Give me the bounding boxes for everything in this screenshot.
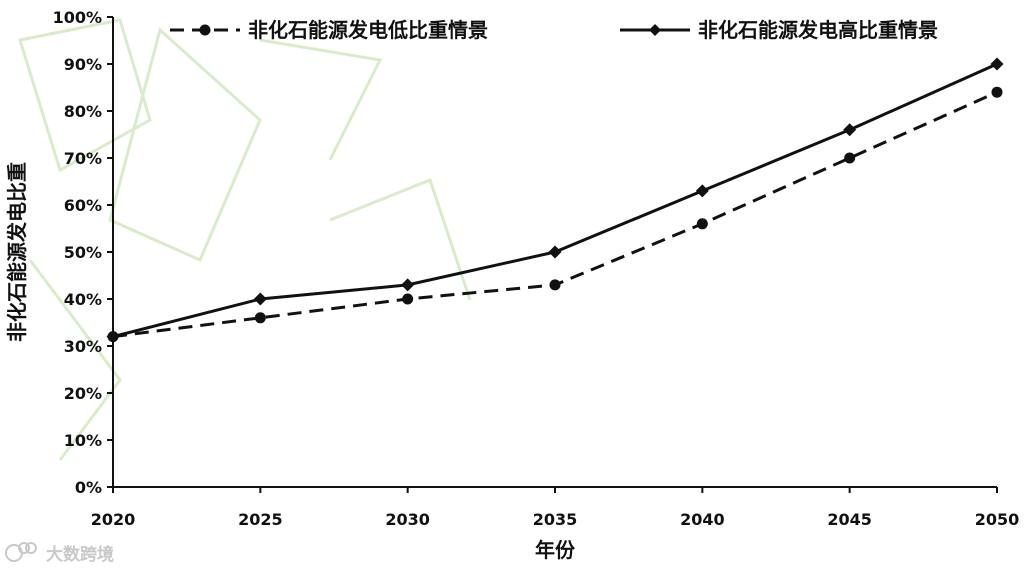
y-tick-label: 80% <box>64 102 102 121</box>
y-tick-label: 40% <box>64 290 102 309</box>
legend: 非化石能源发电低比重情景 非化石能源发电高比重情景 <box>170 18 938 42</box>
legend-item-low: 非化石能源发电低比重情景 <box>170 18 488 42</box>
data-point-high <box>990 57 1004 71</box>
series-line-low <box>112 90 998 339</box>
y-tick-label: 70% <box>64 149 102 168</box>
y-tick-label: 50% <box>64 243 102 262</box>
y-tick-label: 90% <box>64 55 102 74</box>
legend-label-low: 非化石能源发电低比重情景 <box>248 18 488 42</box>
y-ticks: 0% 10% 20% 30% 40% 50% 60% 70% 80% 90% 100% <box>53 8 113 497</box>
x-axis-title: 年份 <box>535 538 576 562</box>
data-point-high <box>843 123 857 137</box>
legend-marker-high <box>649 24 661 36</box>
x-tick-label: 2035 <box>533 510 578 529</box>
watermark-logo-text: 大数跨境 <box>46 544 114 565</box>
legend-marker-low <box>199 24 211 36</box>
data-point-low <box>991 86 1003 98</box>
y-axis-title: 非化石能源发电比重 <box>5 162 29 342</box>
y-tick-label: 0% <box>75 478 102 497</box>
x-tick-label: 2050 <box>975 510 1020 529</box>
series-line-high <box>112 62 998 339</box>
data-point-low <box>844 152 856 164</box>
data-point-low <box>549 279 561 291</box>
series-layer <box>106 57 1004 344</box>
data-point-high <box>253 292 267 306</box>
y-tick-label: 30% <box>64 337 102 356</box>
legend-item-high: 非化石能源发电高比重情景 <box>620 18 938 42</box>
data-point-low <box>696 218 708 230</box>
x-tick-label: 2020 <box>91 510 136 529</box>
legend-label-high: 非化石能源发电高比重情景 <box>698 18 938 42</box>
x-tick-label: 2045 <box>827 510 872 529</box>
data-point-high <box>401 278 415 292</box>
data-point-low <box>254 312 266 324</box>
y-tick-label: 20% <box>64 384 102 403</box>
y-tick-label: 100% <box>53 8 102 27</box>
data-point-high <box>106 330 120 344</box>
watermark-logo-icon <box>5 542 37 562</box>
background-watermark <box>18 18 472 461</box>
data-point-high <box>548 245 562 259</box>
x-ticks: 2020 2025 2030 2035 2040 2045 2050 <box>91 487 1020 529</box>
y-tick-label: 60% <box>64 196 102 215</box>
watermark-logo: 大数跨境 <box>5 542 114 565</box>
x-tick-label: 2030 <box>385 510 430 529</box>
x-tick-label: 2025 <box>238 510 283 529</box>
data-point-high <box>695 184 709 198</box>
y-tick-label: 10% <box>64 431 102 450</box>
data-point-low <box>402 293 414 305</box>
x-tick-label: 2040 <box>680 510 725 529</box>
